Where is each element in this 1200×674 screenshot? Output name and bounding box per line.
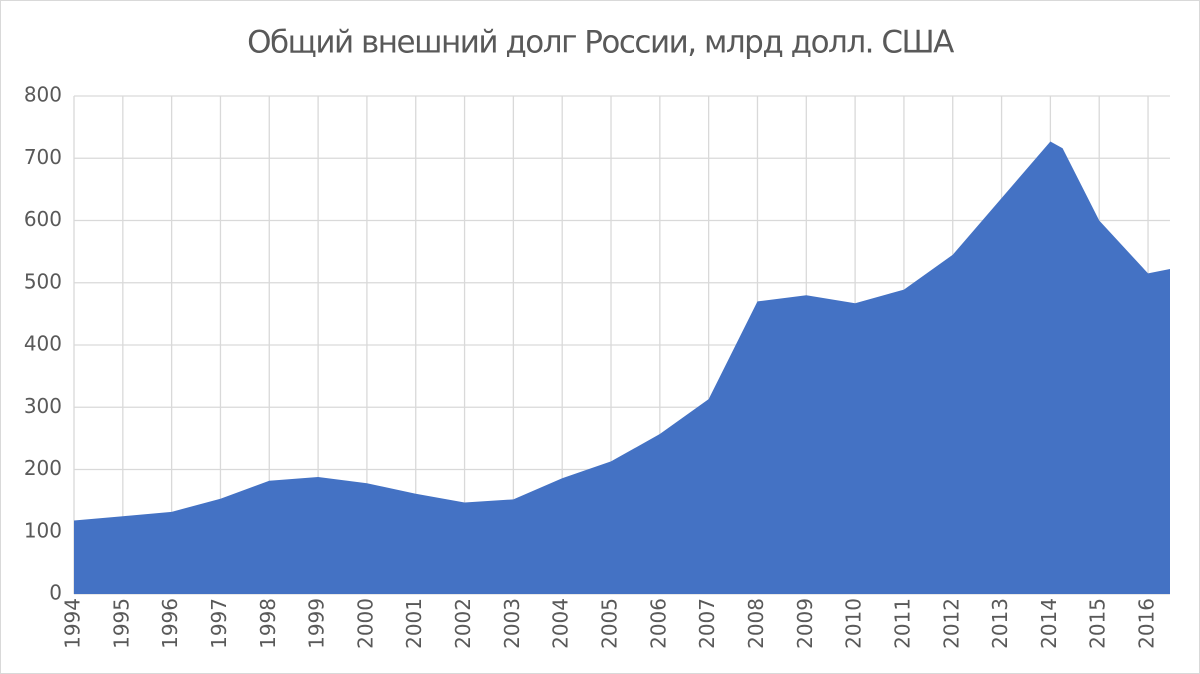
x-tick-label: 2000 bbox=[353, 598, 377, 649]
y-tick-label: 200 bbox=[24, 456, 62, 480]
x-tick-label: 2005 bbox=[598, 598, 622, 649]
y-tick-label: 700 bbox=[24, 145, 62, 169]
x-tick-label: 2013 bbox=[988, 598, 1012, 649]
x-tick-label: 2008 bbox=[744, 598, 768, 649]
y-tick-label: 100 bbox=[24, 518, 62, 542]
x-tick-label: 2010 bbox=[842, 598, 866, 649]
area bbox=[74, 141, 1170, 594]
y-tick-label: 800 bbox=[24, 83, 62, 107]
x-tick-label: 2011 bbox=[890, 598, 914, 649]
x-tick-label: 2002 bbox=[451, 598, 475, 649]
x-tick-label: 1995 bbox=[109, 598, 133, 649]
x-tick-label: 2016 bbox=[1135, 598, 1159, 649]
y-tick-label: 300 bbox=[24, 394, 62, 418]
x-tick-label: 2009 bbox=[793, 598, 817, 649]
x-tick-label: 1999 bbox=[305, 598, 329, 649]
x-tick-label: 2014 bbox=[1037, 598, 1061, 649]
x-tick-label: 2004 bbox=[549, 598, 573, 649]
y-tick-label: 0 bbox=[49, 581, 62, 605]
x-tick-label: 2001 bbox=[402, 598, 426, 649]
y-tick-label: 500 bbox=[24, 269, 62, 293]
x-tick-label: 1994 bbox=[61, 598, 85, 649]
y-tick-label: 600 bbox=[24, 207, 62, 231]
x-tick-label: 2015 bbox=[1086, 598, 1110, 649]
chart-title: Общий внешний долг России, млрд долл. СШ… bbox=[247, 25, 954, 61]
y-tick-label: 400 bbox=[24, 332, 62, 356]
x-tick-label: 2003 bbox=[500, 598, 524, 649]
x-tick-label: 1996 bbox=[158, 598, 182, 649]
x-tick-label: 1997 bbox=[207, 598, 231, 649]
x-tick-label: 2012 bbox=[939, 598, 963, 649]
x-tick-label: 1998 bbox=[256, 598, 280, 649]
x-tick-label: 2006 bbox=[646, 598, 670, 649]
x-tick-label: 2007 bbox=[695, 598, 719, 649]
